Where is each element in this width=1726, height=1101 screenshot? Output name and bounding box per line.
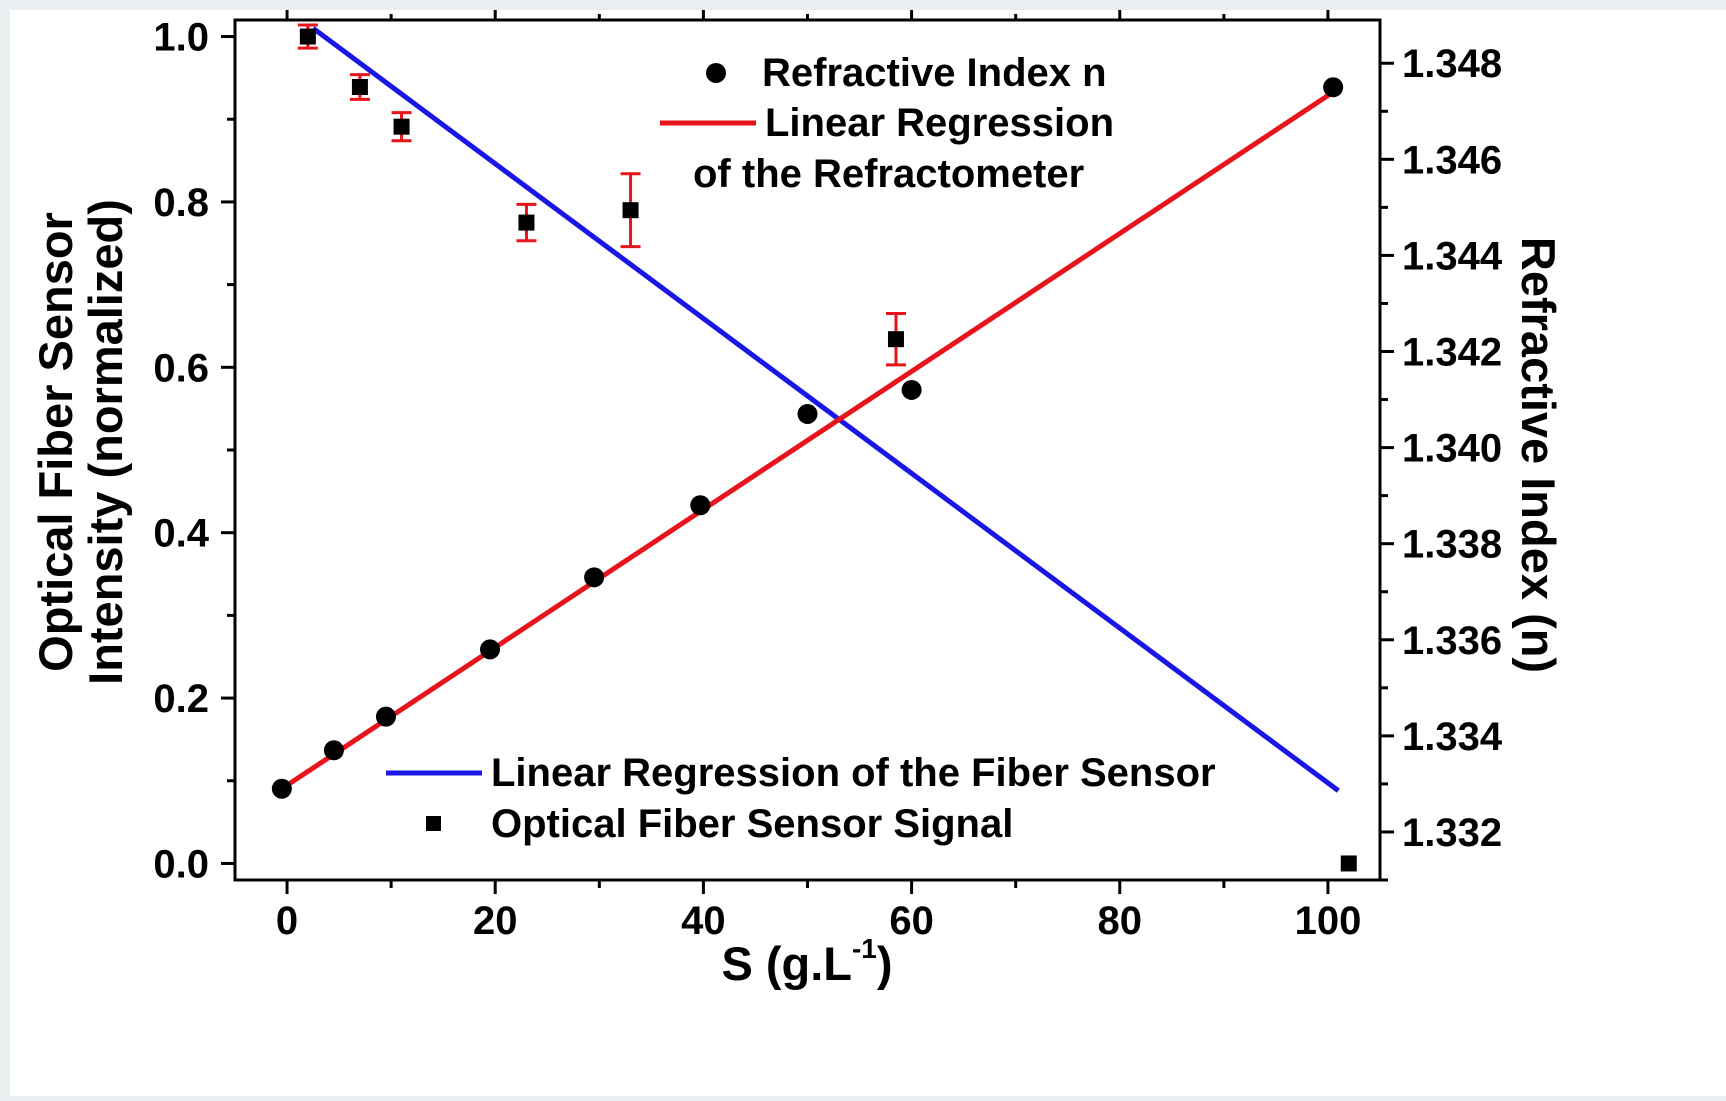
y-left-tick-label: 0.8: [153, 181, 209, 225]
legend-top-entry-1: Refractive Index n: [762, 51, 1107, 95]
legend-top-entry-2: Linear Regression: [765, 101, 1114, 145]
legend-square-marker: [426, 816, 441, 831]
y-right-tick-label: 1.338: [1402, 523, 1502, 567]
y-right-axis-ticks: 1.332 1.334 1.336 1.338 1.340 1.342 1.344 1.346…: [1380, 42, 1503, 882]
chart-panel: 0 20 40 60 80 100 0.0 0.2 0.4 0.6 0.8 1.0 1.332 1.3…: [10, 10, 1726, 1096]
fiber-signal-point: [887, 331, 904, 348]
y-right-tick-label: 1.332: [1402, 811, 1502, 855]
y-right-tick-label: 1.348: [1402, 42, 1502, 86]
x-axis-title-close: ): [877, 937, 893, 990]
refractive-index-point: [690, 495, 711, 516]
y-right-tick-label: 1.344: [1402, 234, 1503, 278]
y-left-axis-title-line1: Optical Fiber Sensor: [29, 212, 82, 672]
y-left-tick-label: 0.4: [153, 512, 209, 556]
refractive-index-point: [1323, 77, 1344, 98]
y-right-tick-label: 1.340: [1402, 427, 1502, 471]
x-axis-title-sup: -1: [852, 933, 877, 964]
fiber-signal-point: [393, 118, 410, 135]
x-tick-label: 20: [473, 899, 518, 943]
x-axis-ticks: 0 20 40 60 80 100: [276, 10, 1361, 943]
x-tick-label: 100: [1295, 899, 1362, 943]
refractive-index-point: [901, 379, 922, 400]
refractive-index-point: [323, 740, 344, 761]
legend-circle-marker: [706, 63, 726, 83]
y-left-tick-label: 0.0: [153, 842, 209, 886]
refractive-index-point: [480, 639, 501, 660]
y-left-tick-label: 1.0: [153, 16, 209, 60]
refractive-index-point: [584, 567, 605, 588]
chart: 0 20 40 60 80 100 0.00.20.40.60.81.0 1.3321.3…: [29, 10, 1565, 990]
legend-bottom-entry-2: Optical Fiber Sensor Signal: [491, 802, 1013, 846]
fiber-sensor-regression-line: [311, 26, 1340, 793]
y-right-tick-label: 1.342: [1402, 331, 1502, 375]
y-left-tick-label: 0.6: [153, 346, 209, 390]
x-tick-label: 40: [681, 899, 726, 943]
y-right-tick-label: 1.334: [1402, 715, 1503, 759]
fiber-signal-point: [299, 28, 316, 45]
refractive-index-point: [797, 403, 818, 424]
regression-lines: [280, 26, 1340, 793]
y-left-axis-ticks: 0.0 0.2 0.4 0.6 0.8 1.0: [153, 16, 235, 886]
x-axis-title-main: S (g.L: [721, 937, 852, 990]
legend-bottom-entry-1: Linear Regression of the Fiber Sensor: [491, 751, 1216, 795]
x-tick-label: 0: [276, 899, 298, 943]
x-tick-label: 80: [1098, 899, 1143, 943]
refractive-index-point: [271, 778, 292, 799]
y-right-tick-label: 1.346: [1402, 138, 1502, 182]
fiber-signal-point: [518, 214, 535, 231]
refractometer-regression-line: [280, 89, 1335, 791]
y-left-tick-label: 0.2: [153, 677, 209, 721]
fiber-signal-point: [351, 78, 368, 95]
fiber-signal-point: [622, 202, 639, 219]
refractive-index-point: [375, 706, 396, 727]
x-tick-label: 60: [889, 899, 934, 943]
legend-top: Refractive Index n Linear Regression of …: [660, 51, 1114, 196]
y-right-tick-label: 1.336: [1402, 619, 1502, 663]
legend-bottom: Linear Regression of the Fiber Sensor Op…: [386, 751, 1216, 846]
x-axis-title: S (g.L-1): [721, 933, 892, 990]
legend-top-entry-3: of the Refractometer: [693, 152, 1084, 196]
fiber-signal-point: [1340, 855, 1357, 872]
y-right-axis-title: Refractive Index (n): [1512, 237, 1565, 673]
data-markers: [271, 28, 1357, 872]
y-left-axis-title-line2: Intensity (normalized): [79, 199, 132, 685]
